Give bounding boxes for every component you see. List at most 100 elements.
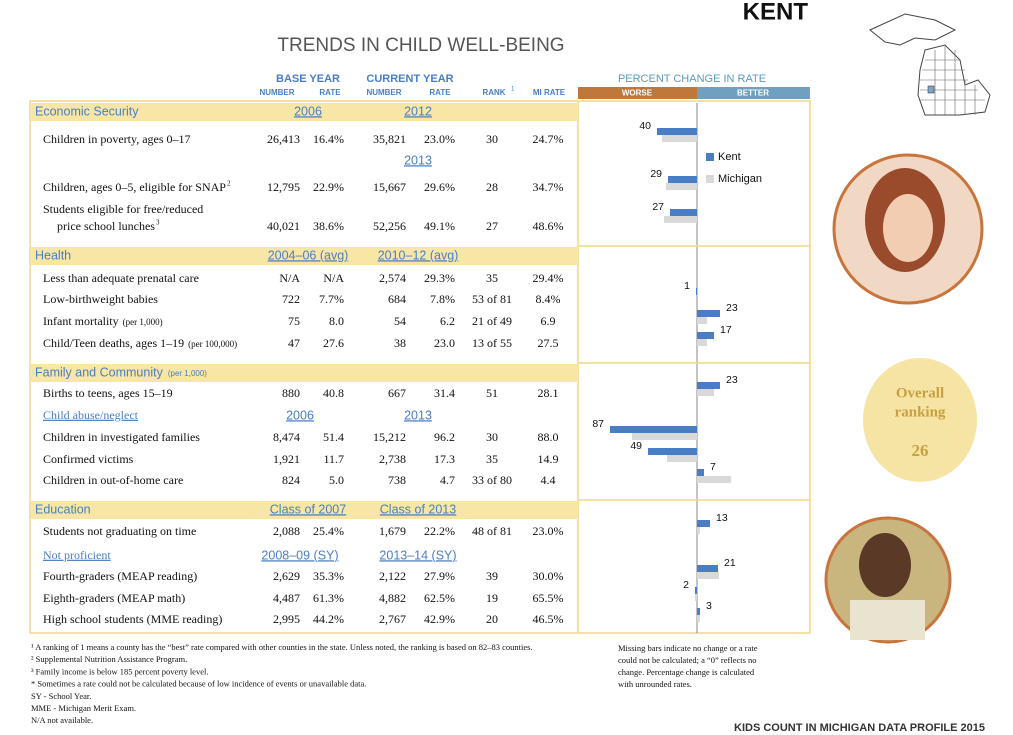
cell: 6.9 <box>541 314 556 328</box>
cell: N/A <box>323 271 344 285</box>
bar-label: 1 <box>684 280 690 292</box>
subheader-label: Child abuse/neglect <box>43 408 139 422</box>
bar-label: 27 <box>652 201 664 213</box>
footnote: * Sometimes a rate could not be calculat… <box>31 679 366 689</box>
cell: 16.4% <box>313 132 344 146</box>
cell: 51 <box>486 386 498 400</box>
cell: 8.0 <box>329 314 344 328</box>
bar <box>697 332 714 339</box>
bar <box>668 176 697 183</box>
footnote: SY - School Year. <box>31 691 91 701</box>
side-note: change. Percentage change is calculated <box>618 667 755 677</box>
cell: 11.7 <box>323 452 344 466</box>
cell: 35 <box>486 452 498 466</box>
bar-label: 87 <box>592 418 604 430</box>
side-note: could not be calculated; a “0” reflects … <box>618 655 757 665</box>
cell: 30 <box>486 430 498 444</box>
current-year: 2010–12 (avg) <box>378 248 459 262</box>
cell: 40.8 <box>323 386 344 400</box>
cell: 5.0 <box>329 473 344 487</box>
row-label: Students eligible for free/reduced <box>43 202 203 216</box>
worse-label: WORSE <box>622 89 653 98</box>
current-year: 2013–14 (SY) <box>379 548 456 562</box>
cell: 61.3% <box>313 591 344 605</box>
cell: 4,882 <box>379 591 406 605</box>
cell: 34.7% <box>533 180 564 194</box>
bar <box>667 455 697 462</box>
cell: 7.7% <box>319 292 344 306</box>
footnote: N/A not available. <box>31 715 93 725</box>
cell: 17.3 <box>434 452 455 466</box>
worse-band <box>578 87 697 99</box>
cell: 4.7 <box>440 473 455 487</box>
cell: 824 <box>282 473 300 487</box>
cell: 26,413 <box>267 132 300 146</box>
bar <box>697 527 700 534</box>
bar-label: 49 <box>630 440 642 452</box>
cell: 30 <box>486 132 498 146</box>
section-band <box>31 364 578 382</box>
cell: 15,212 <box>373 430 406 444</box>
section-band <box>31 247 578 265</box>
cell: 23.0% <box>424 132 455 146</box>
bar <box>632 433 697 440</box>
side-note: Missing bars indicate no change or a rat… <box>618 643 758 653</box>
photo-boy <box>824 516 952 644</box>
cell: 14.9 <box>538 452 559 466</box>
cell: 31.4 <box>434 386 455 400</box>
row-note: (per 100,000) <box>188 339 237 349</box>
cell: 23.0 <box>434 336 455 350</box>
footnote: ¹ A ranking of 1 means a county has the … <box>31 642 533 652</box>
cell: 4.4 <box>541 473 556 487</box>
base-year: 2004–06 (avg) <box>268 248 349 262</box>
bar-label: 17 <box>720 324 732 336</box>
ranking-value: 26 <box>912 441 929 460</box>
bar-label: 2 <box>683 579 689 591</box>
cell: 12,795 <box>267 180 300 194</box>
cell: 2,088 <box>273 524 300 538</box>
col-subheader: MI RATE <box>533 88 566 97</box>
col-subheader: NUMBER <box>366 88 401 97</box>
bar <box>697 520 710 527</box>
county: KENT <box>743 0 809 25</box>
cell: 25.4% <box>313 524 344 538</box>
cell: 880 <box>282 386 300 400</box>
cell: 39 <box>486 569 498 583</box>
cell: 21 of 49 <box>472 314 512 328</box>
ranking-label: Overall <box>896 385 944 401</box>
superscript: 3 <box>156 219 160 227</box>
cell: 48 of 81 <box>472 524 512 538</box>
cell: 27.9% <box>424 569 455 583</box>
cell: 29.4% <box>533 271 564 285</box>
bar <box>697 615 700 622</box>
cell: 46.5% <box>533 612 564 626</box>
bar-label: 13 <box>716 512 728 524</box>
cell: 51.4 <box>323 430 344 444</box>
cell: 1,679 <box>379 524 406 538</box>
col-subheader: RATE <box>429 88 451 97</box>
cell: 52,256 <box>373 219 406 233</box>
cell: 88.0 <box>538 430 559 444</box>
row-label: Infant mortality <box>43 314 119 328</box>
cell: 8.4% <box>536 292 561 306</box>
footnote: ³ Family income is below 185 percent pov… <box>31 666 208 676</box>
cell: 28.1 <box>538 386 559 400</box>
chart-title: PERCENT CHANGE IN RATE <box>618 73 766 85</box>
legend-label: Kent <box>718 151 741 163</box>
cell: 2,629 <box>273 569 300 583</box>
cell: 19 <box>486 591 498 605</box>
bar <box>697 476 731 483</box>
row-label: Eighth-graders (MEAP math) <box>43 591 185 605</box>
row-label: Low-birthweight babies <box>43 292 158 306</box>
legend-swatch <box>706 153 714 161</box>
section-band <box>31 501 578 519</box>
section-band <box>31 103 578 121</box>
side-note: with unrounded rates. <box>618 679 692 689</box>
cell: 42.9% <box>424 612 455 626</box>
bar <box>697 608 700 615</box>
base-year: Class of 2007 <box>270 502 346 516</box>
col-subheader: RATE <box>319 88 341 97</box>
title: TRENDS IN CHILD WELL-BEING <box>277 35 564 56</box>
cell: 65.5% <box>533 591 564 605</box>
